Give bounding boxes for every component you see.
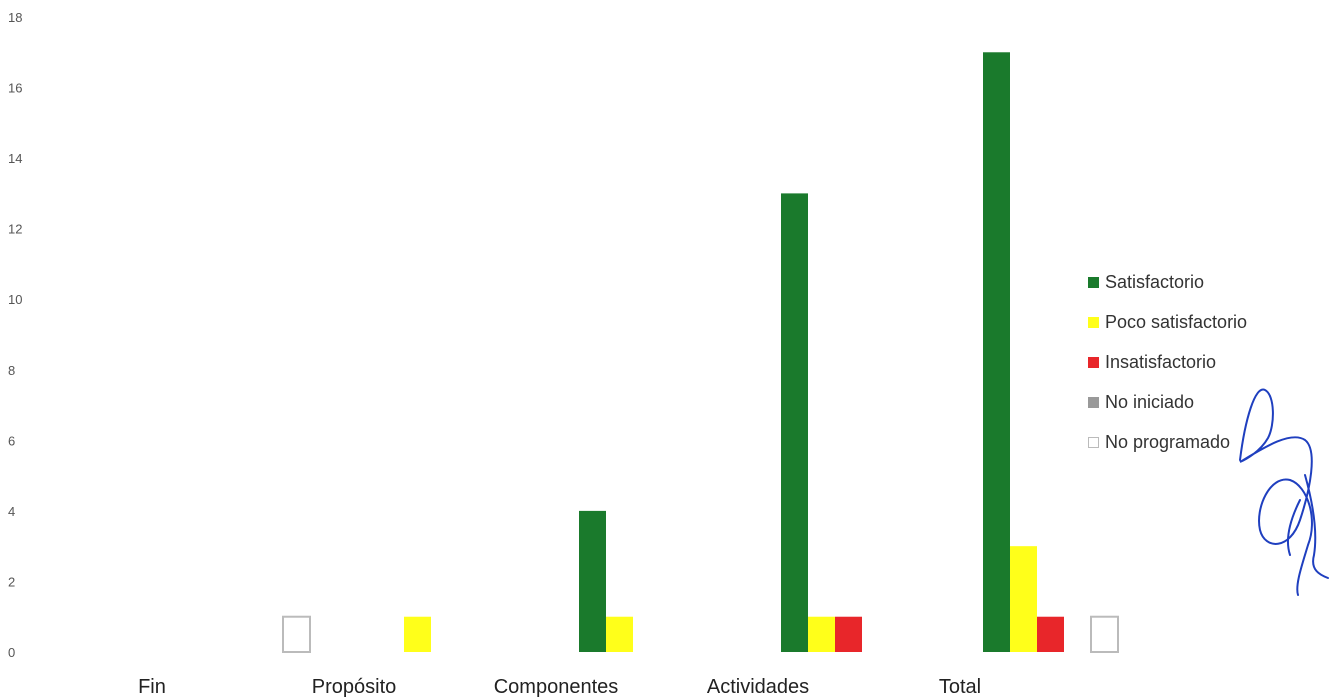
x-category-label-prop-sito: Propósito <box>312 676 397 698</box>
bar-fin-no-programado <box>282 615 311 654</box>
legend-label-satisfactorio: Satisfactorio <box>1105 271 1205 292</box>
x-category-label-componentes: Componentes <box>494 676 619 698</box>
legend-swatch-satisfactorio <box>1088 276 1099 288</box>
x-category-label-total: Total <box>939 676 981 698</box>
y-tick-label: 14 <box>8 151 22 166</box>
legend-label-insatisfactorio: Insatisfactorio <box>1105 351 1217 372</box>
legend-swatch-insatisfactorio <box>1088 356 1099 368</box>
bar-actividades-satisfactorio <box>781 193 808 652</box>
x-category-label-actividades: Actividades <box>707 676 809 698</box>
legend-swatch-no-programado <box>1088 436 1099 448</box>
legend-item-satisfactorio: Satisfactorio <box>1088 262 1247 302</box>
bar-total-poco-satisfactorio <box>1010 546 1037 652</box>
bar-componentes-poco-satisfactorio <box>606 616 633 652</box>
legend-item-no-programado: No programado <box>1088 422 1247 462</box>
y-tick-label: 18 <box>8 10 22 25</box>
legend-label-no-programado: No programado <box>1105 431 1231 452</box>
legend: Satisfactorio Poco satisfactorio Insatis… <box>1088 262 1247 462</box>
bar-componentes-satisfactorio <box>579 510 606 652</box>
handwritten-signature <box>1239 388 1329 596</box>
bar-marks <box>282 52 1119 654</box>
bar-actividades-poco-satisfactorio <box>808 616 835 652</box>
y-tick-label: 4 <box>8 504 15 519</box>
legend-item-no-iniciado: No iniciado <box>1088 382 1247 422</box>
legend-label-poco-satisfactorio: Poco satisfactorio <box>1105 311 1248 332</box>
y-axis-ticks: 0 2 4 6 8 10 12 14 16 18 <box>8 10 22 660</box>
y-tick-label: 2 <box>8 574 15 589</box>
legend-item-insatisfactorio: Insatisfactorio <box>1088 342 1247 382</box>
y-tick-label: 16 <box>8 81 22 96</box>
legend-swatch-no-iniciado <box>1088 396 1099 408</box>
y-tick-label: 10 <box>8 292 22 307</box>
bar-total-insatisfactorio <box>1037 616 1064 652</box>
y-tick-label: 12 <box>8 222 22 237</box>
bar-actividades-insatisfactorio <box>835 616 862 652</box>
legend-label-no-iniciado: No iniciado <box>1105 391 1195 412</box>
bar-prop-sito-poco-satisfactorio <box>404 616 431 652</box>
bar-total-no-programado <box>1090 615 1119 654</box>
y-tick-label: 6 <box>8 433 15 448</box>
y-tick-label: 8 <box>8 363 15 378</box>
x-axis-labels: Fin Propósito Componentes Actividades Total <box>138 676 981 698</box>
legend-swatch-poco-satisfactorio <box>1088 316 1099 328</box>
legend-item-poco-satisfactorio: Poco satisfactorio <box>1088 302 1247 342</box>
y-tick-label: 0 <box>8 645 15 660</box>
x-category-label-fin: Fin <box>138 676 166 698</box>
bar-total-satisfactorio <box>983 52 1010 653</box>
